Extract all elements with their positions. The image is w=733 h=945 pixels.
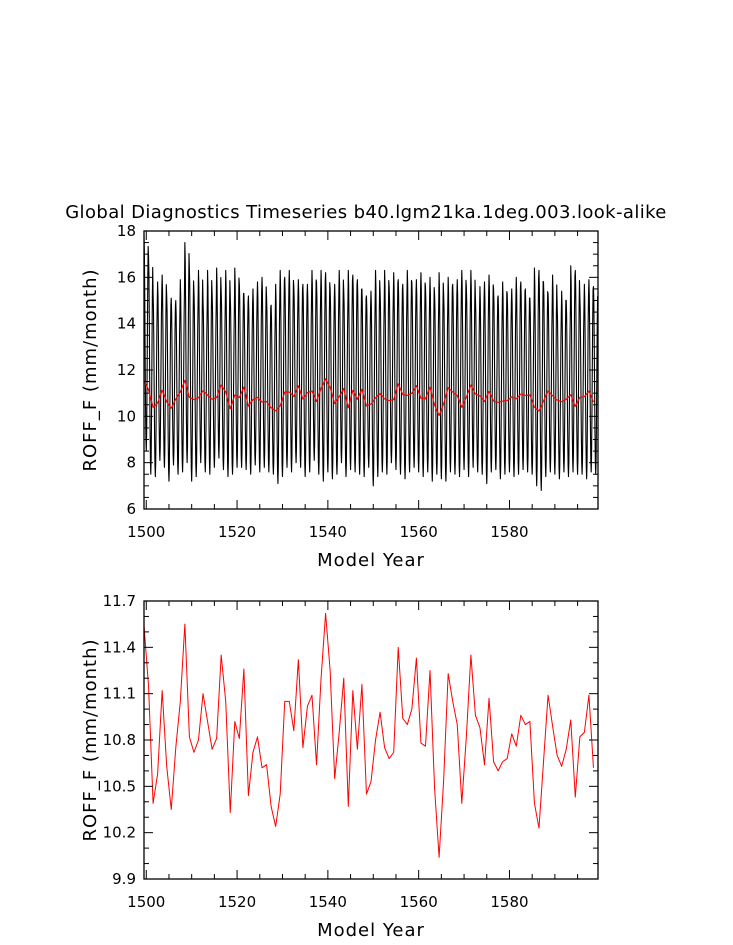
bottom-x-tick-labels: 1500 1520 1540 1560 1580 — [127, 893, 528, 911]
y-tick-label: 18 — [117, 222, 136, 240]
bottom-x-axis-label: Model Year — [317, 920, 425, 941]
x-tick-label: 1560 — [400, 893, 438, 911]
top-panel: 6 8 10 12 14 16 18 1500 1520 1540 1560 1580 Model … — [80, 222, 599, 571]
y-tick-label: 9.9 — [112, 870, 136, 888]
y-tick-label: 10 — [117, 407, 136, 425]
y-tick-label: 10.2 — [103, 824, 136, 842]
bottom-tick-marks — [144, 600, 598, 880]
top-x-tick-labels: 1500 1520 1540 1560 1580 — [127, 523, 528, 541]
y-tick-label: 11.4 — [103, 638, 136, 656]
x-tick-label: 1580 — [490, 893, 528, 911]
x-tick-label: 1540 — [309, 893, 347, 911]
y-tick-label: 8 — [126, 454, 136, 472]
top-y-axis-label: ROFF_F (mm/month) — [80, 268, 101, 471]
y-tick-label: 11.1 — [103, 685, 136, 703]
top-x-axis-label: Model Year — [317, 550, 425, 571]
y-tick-label: 16 — [117, 268, 136, 286]
y-tick-label: 10.8 — [103, 731, 136, 749]
bottom-y-axis-label: ROFF_F (mm/month) — [80, 638, 101, 841]
x-tick-label: 1500 — [127, 523, 165, 541]
top-y-tick-labels: 6 8 10 12 14 16 18 — [117, 222, 136, 518]
annual-mean-line — [143, 378, 595, 417]
x-tick-label: 1560 — [400, 523, 438, 541]
x-tick-label: 1580 — [490, 523, 528, 541]
top-plot-frame — [143, 230, 599, 510]
top-plot-lines — [143, 235, 599, 492]
chart-title: Global Diagnostics Timeseries b40.lgm21k… — [65, 202, 667, 223]
bottom-plot-frame — [143, 600, 599, 880]
bottom-plot-lines — [143, 612, 594, 858]
y-tick-label: 6 — [126, 500, 136, 518]
y-tick-label: 11.7 — [103, 592, 136, 610]
x-tick-label: 1520 — [218, 893, 256, 911]
y-tick-label: 12 — [117, 361, 136, 379]
monthly-series-line — [143, 235, 599, 492]
x-tick-label: 1540 — [309, 523, 347, 541]
top-tick-marks — [144, 230, 598, 510]
bottom-y-tick-labels: 9.9 10.2 10.5 10.8 11.1 11.4 11.7 — [103, 592, 136, 888]
bottom-panel: 9.9 10.2 10.5 10.8 11.1 11.4 11.7 1500 1520 1540… — [80, 592, 599, 941]
x-tick-label: 1500 — [127, 893, 165, 911]
y-tick-label: 14 — [117, 315, 136, 333]
x-tick-label: 1520 — [218, 523, 256, 541]
y-tick-label: 10.5 — [103, 777, 136, 795]
annual-mean-line — [143, 612, 594, 858]
